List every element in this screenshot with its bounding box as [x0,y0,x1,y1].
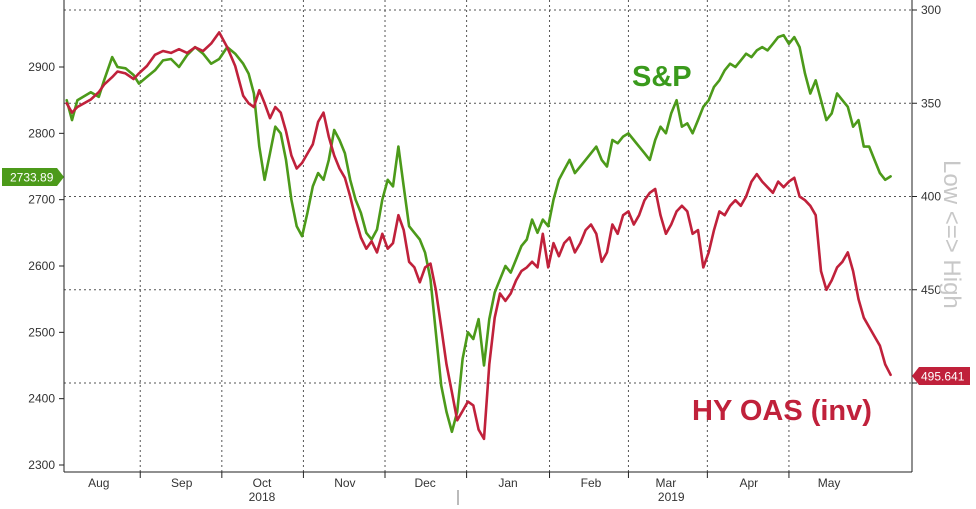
sp-series-line [65,33,892,434]
left-tick-label: 2400 [28,392,55,406]
hy-oas-series-line [65,31,892,441]
right-axis-title: Low <=> High [938,160,965,309]
right-tick-label: 350 [921,96,941,110]
hy-oas-series-label: HY OAS (inv) [692,395,872,427]
right-axis-ticks: 300 350 400 450 [912,3,941,384]
x-month-label: Nov [334,476,355,490]
x-month-label: May [818,476,841,490]
x-month-label: Aug [88,476,109,490]
x-year-label: 2019 [658,490,685,504]
left-tick-label: 2500 [28,325,55,339]
x-month-label: Apr [739,476,758,490]
x-month-label: Feb [581,476,602,490]
x-month-label: Mar [656,476,677,490]
left-tick-label: 2300 [28,458,55,472]
sp-last-value-tag: 2733.89 [2,168,64,186]
x-year-label: 2018 [249,490,276,504]
x-month-label: Sep [171,476,193,490]
right-tick-label: 450 [921,283,941,297]
x-axis-ticks: Aug Sep Oct Nov Dec Jan Feb Mar Apr May 2018 2019 [88,472,840,505]
left-tick-label: 2900 [28,60,55,74]
x-month-label: Jan [498,476,517,490]
right-tick-label: 400 [921,190,941,204]
left-tick-label: 2800 [28,126,55,140]
series-lines [65,31,892,441]
svg-text:2733.89: 2733.89 [10,171,54,185]
x-month-label: Oct [253,476,272,490]
left-axis-ticks: 2300 2400 2500 2600 2700 2800 2900 [28,60,64,472]
sp-series-label: S&P [632,61,692,93]
hy-oas-last-value-tag: 495.641 [912,367,970,385]
x-month-label: Dec [414,476,435,490]
right-tick-label: 300 [921,3,941,17]
left-tick-label: 2700 [28,193,55,207]
svg-text:495.641: 495.641 [921,370,965,384]
left-tick-label: 2600 [28,259,55,273]
